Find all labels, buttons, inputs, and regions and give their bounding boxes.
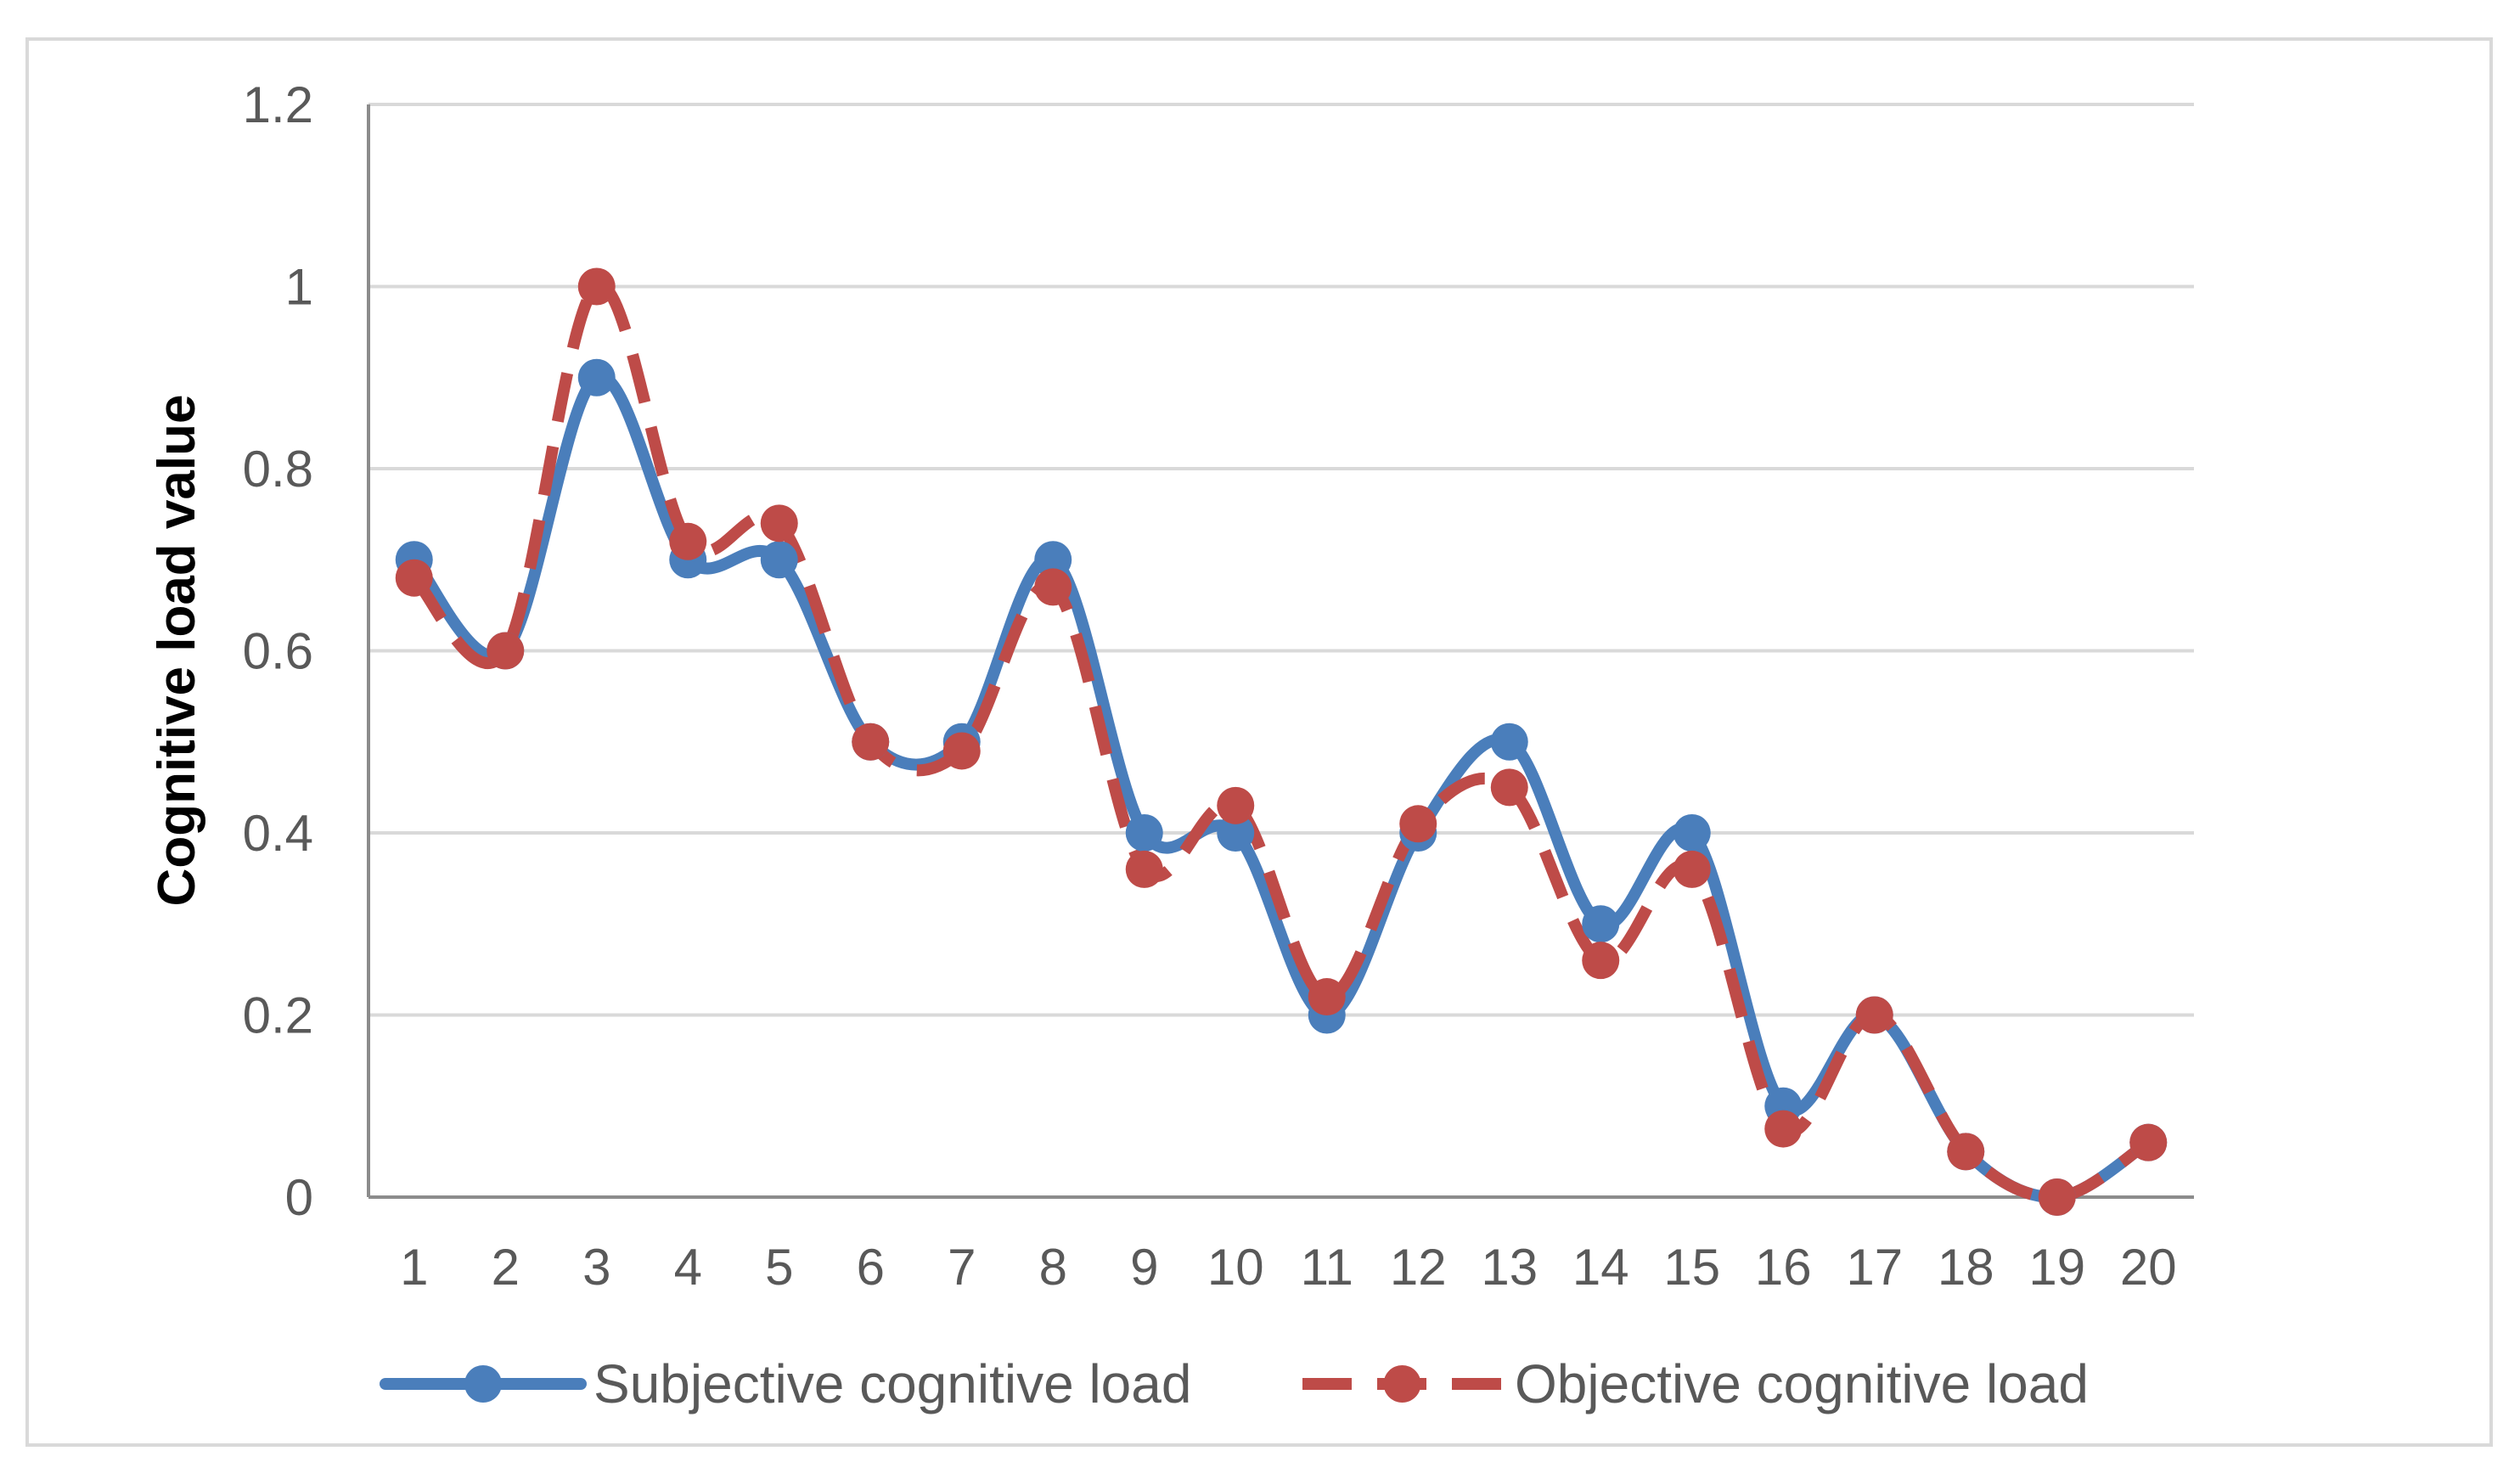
legend-item: Subjective cognitive load <box>380 1353 1191 1414</box>
chart-frame: 0 0.2 0.4 0.6 0.8 1 1.2 1 2 3 4 5 6 7 8 9 10 11 12 13 14 15 1… <box>25 37 2493 1447</box>
y-tick-label: 1 <box>285 259 313 316</box>
x-tick-label: 5 <box>765 1239 793 1296</box>
data-point-series-1 <box>1034 541 1072 579</box>
legend-label: Objective cognitive load <box>1515 1353 2089 1414</box>
x-tick-label: 2 <box>492 1239 520 1296</box>
x-tick-label: 14 <box>1572 1239 1629 1296</box>
y-tick-label: 0.4 <box>243 805 313 862</box>
data-point-series-2 <box>1855 996 1893 1034</box>
x-tick-label: 20 <box>2120 1239 2177 1296</box>
data-point-series-1 <box>577 358 616 396</box>
data-point-series-2 <box>1125 850 1163 888</box>
x-tick-label: 11 <box>1301 1239 1353 1296</box>
x-tick-labels: 1 2 3 4 5 6 7 8 9 10 11 12 13 14 15 16 17 18 19 20 <box>400 1239 2177 1296</box>
x-tick-label: 15 <box>1663 1239 1720 1296</box>
y-tick-label: 1.2 <box>243 76 313 133</box>
data-point-series-2 <box>942 732 981 770</box>
x-tick-label: 16 <box>1755 1239 1812 1296</box>
x-tick-label: 17 <box>1846 1239 1903 1296</box>
x-tick-label: 6 <box>857 1239 885 1296</box>
data-point-series-2 <box>2038 1178 2076 1216</box>
x-tick-label: 9 <box>1130 1239 1158 1296</box>
x-tick-label: 18 <box>1938 1239 1994 1296</box>
legend: Subjective cognitive load Objective cogni… <box>380 1353 2089 1414</box>
data-point-series-2 <box>760 504 798 543</box>
data-point-series-2 <box>1308 978 1346 1016</box>
x-tick-label: 10 <box>1207 1239 1264 1296</box>
data-point-series-1 <box>1582 905 1620 943</box>
data-point-series-1 <box>1490 723 1528 761</box>
x-tick-label: 8 <box>1039 1239 1067 1296</box>
data-point-series-2 <box>1673 850 1711 888</box>
data-point-series-2 <box>852 723 890 761</box>
axes <box>367 104 2194 1199</box>
data-point-series-2 <box>669 522 707 560</box>
data-point-series-1 <box>1125 814 1163 852</box>
data-point-series-2 <box>1034 568 1072 606</box>
x-tick-label: 19 <box>2028 1239 2085 1296</box>
x-tick-label: 12 <box>1390 1239 1447 1296</box>
data-point-series-1 <box>1673 814 1711 852</box>
data-point-series-2 <box>1399 805 1437 843</box>
x-tick-label: 1 <box>400 1239 428 1296</box>
data-point-series-2 <box>1582 942 1620 980</box>
y-tick-label: 0 <box>285 1169 313 1226</box>
y-tick-label: 0.2 <box>243 987 313 1044</box>
series-line-2 <box>409 279 2152 1204</box>
x-tick-label: 7 <box>948 1239 976 1296</box>
data-point-series-2 <box>1947 1133 1985 1171</box>
line-chart: 00.20.40.60.811.2 1 2 3 4 5 6 7 8 9 10 11 12 13 14 15 1… <box>148 76 2194 1414</box>
series-markers <box>395 267 2168 1216</box>
legend-item: Objective cognitive load <box>1302 1353 2089 1414</box>
x-tick-label: 4 <box>674 1239 702 1296</box>
data-point-series-2 <box>487 632 525 670</box>
data-point-series-2 <box>1490 768 1528 807</box>
y-axis-title: Cognitive load value <box>148 395 206 907</box>
series-lines <box>408 279 2155 1204</box>
y-tick-label: 0.8 <box>243 441 313 498</box>
legend-swatch-marker <box>1383 1365 1421 1403</box>
y-tick-label: 0.6 <box>243 623 313 680</box>
data-point-series-2 <box>1217 786 1255 824</box>
y-tick-labels: 0 0.2 0.4 0.6 0.8 1 1.2 <box>243 76 313 1226</box>
data-point-series-2 <box>1764 1110 1803 1148</box>
gridlines <box>368 103 2194 1017</box>
x-tick-label: 13 <box>1481 1239 1538 1296</box>
data-point-series-2 <box>395 559 433 597</box>
data-point-series-1 <box>760 541 798 579</box>
x-tick-label: 3 <box>582 1239 610 1296</box>
data-point-series-2 <box>2129 1123 2168 1161</box>
legend-swatch-marker <box>464 1365 502 1403</box>
legend-label: Subjective cognitive load <box>593 1353 1191 1414</box>
data-point-series-2 <box>577 267 616 306</box>
data-point-series-1 <box>1217 814 1255 852</box>
